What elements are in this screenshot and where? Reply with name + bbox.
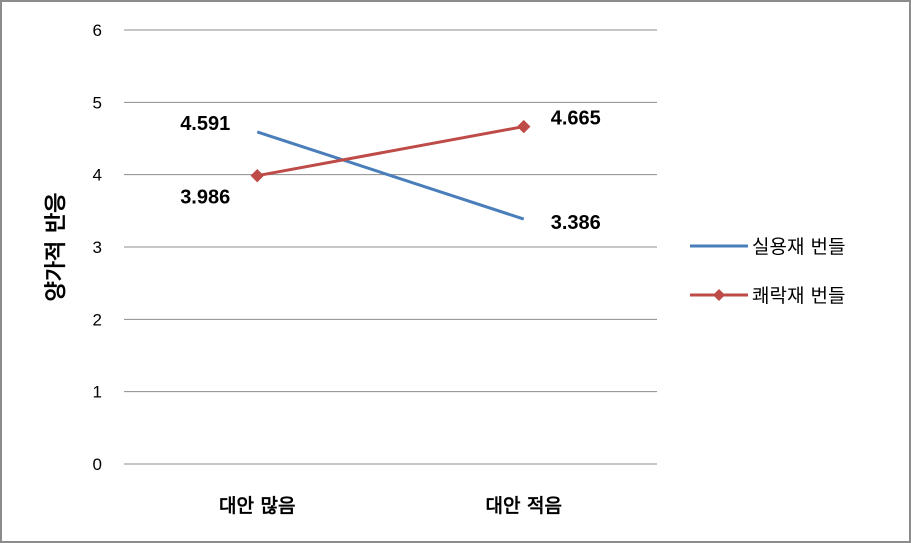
y-tick-label: 5 [93,93,102,112]
gridlines [124,29,657,393]
y-tick-labels: 0 1 2 3 4 5 6 [93,21,102,474]
legend-label: 실용재 번들 [752,236,845,258]
data-label: 3.986 [180,187,230,209]
legend-label: 쾌락재 번들 [752,285,845,307]
legend-marker [713,289,725,301]
y-tick-label: 0 [93,455,102,474]
data-label: 4.591 [180,113,230,135]
x-category-label: 대안 많음 [219,495,296,517]
y-tick-label: 2 [93,310,102,329]
x-category-labels: 대안 많음 대안 적음 [219,495,562,517]
y-axis-label: 양가적 반응 [44,193,69,302]
x-category-label: 대안 적음 [485,495,562,517]
y-tick-label: 3 [93,238,102,257]
series-line [256,130,525,221]
series-marker [250,168,264,183]
series-marker [517,119,531,134]
data-label: 4.665 [551,108,601,130]
series-group [250,119,531,221]
data-label: 3.386 [551,212,601,234]
y-tick-label: 4 [93,166,102,185]
data-labels: 4.591 3.386 3.986 4.665 [180,108,601,235]
series-line [256,125,525,178]
y-tick-label: 1 [93,383,102,402]
y-tick-label: 6 [93,21,102,40]
